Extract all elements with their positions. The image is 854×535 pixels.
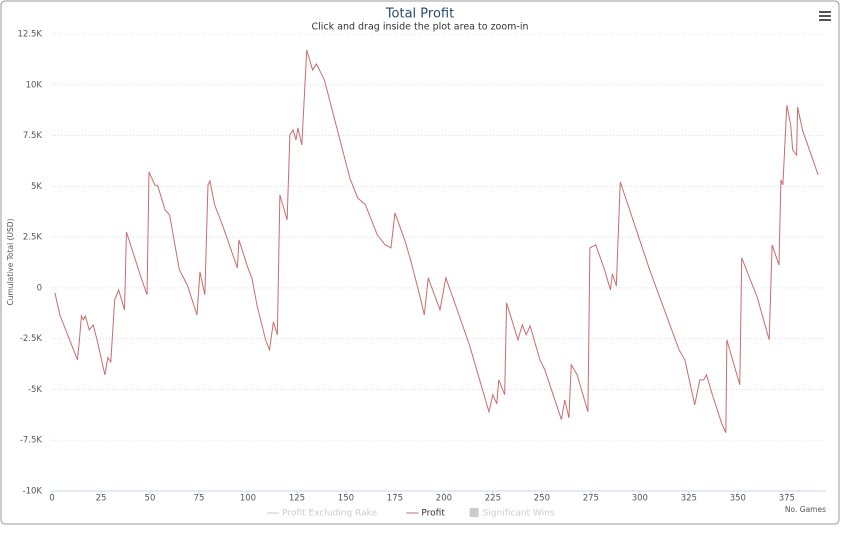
- menu-button[interactable]: [819, 11, 831, 21]
- x-tick-label: 250: [534, 494, 550, 504]
- y-tick-label: -10K: [23, 487, 43, 497]
- x-tick-label: 375: [779, 494, 795, 504]
- legend-item[interactable]: Profit Excluding Rake: [282, 509, 377, 519]
- y-tick-label: 12.5K: [18, 30, 43, 40]
- y-tick-label: -2.5K: [20, 334, 43, 344]
- x-tick-label: 50: [145, 494, 156, 504]
- y-tick-label: 2.5K: [23, 233, 43, 243]
- legend-item[interactable]: Significant Wins: [483, 509, 555, 519]
- x-tick-label: 225: [485, 494, 501, 504]
- chart-subtitle: Click and drag inside the plot area to z…: [311, 22, 528, 33]
- x-tick-label: 175: [387, 494, 403, 504]
- x-tick-label: 150: [338, 494, 354, 504]
- menu-bar[interactable]: [819, 11, 831, 13]
- x-tick-label: 350: [730, 494, 746, 504]
- x-tick-label: 325: [681, 494, 697, 504]
- legend-item[interactable]: Profit: [421, 509, 445, 519]
- menu-bar[interactable]: [819, 15, 831, 17]
- y-tick-label: -5K: [28, 385, 42, 395]
- x-tick-label: 300: [632, 494, 648, 504]
- x-tick-label: 75: [194, 494, 205, 504]
- x-tick-label: 125: [289, 494, 305, 504]
- x-axis-label: No. Games: [785, 505, 826, 514]
- x-tick-label: 0: [49, 494, 54, 504]
- y-tick-label: -7.5K: [20, 436, 43, 446]
- y-tick-label: 5K: [31, 182, 42, 192]
- y-tick-label: 10K: [26, 80, 43, 90]
- x-tick-label: 200: [436, 494, 452, 504]
- x-tick-label: 275: [583, 494, 599, 504]
- profit-line: [54, 49, 819, 433]
- x-tick-label: 25: [96, 494, 107, 504]
- y-axis-label: Cumulative Total (USD): [6, 218, 15, 305]
- menu-bar[interactable]: [819, 19, 831, 21]
- chart-frame: [0, 0, 840, 525]
- chart-title: Total Profit: [385, 7, 454, 22]
- y-tick-label: 7.5K: [23, 131, 43, 141]
- y-tick-label: 0: [37, 283, 42, 293]
- x-tick-label: 100: [240, 494, 256, 504]
- legend-symbol[interactable]: [469, 508, 479, 517]
